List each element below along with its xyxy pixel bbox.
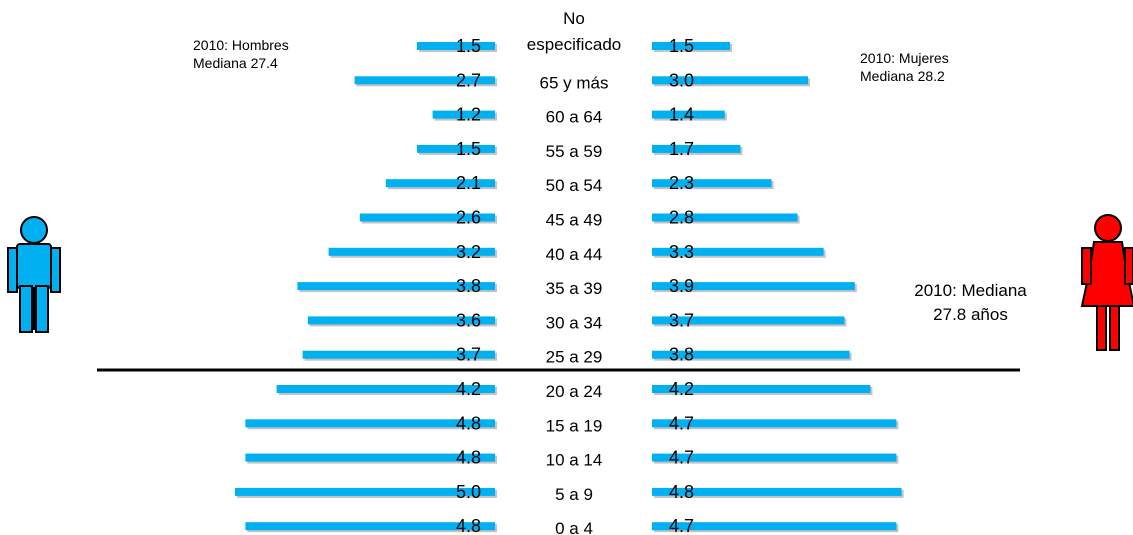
age-group-label: 65 y más [540, 73, 609, 92]
female-bar [652, 110, 725, 119]
female-bar [652, 385, 871, 393]
age-group-label: 40 a 44 [546, 245, 603, 264]
male-bar [276, 385, 495, 393]
female-value-label: 3.8 [669, 345, 694, 365]
age-group-label: No [563, 9, 585, 28]
median-line1: 2010: Mediana [914, 281, 1027, 300]
female-value-label: 1.5 [669, 36, 694, 56]
male-bar [245, 419, 495, 428]
male-bar [307, 316, 495, 325]
female-value-label: 3.7 [669, 310, 694, 330]
male-bar [245, 522, 495, 531]
male-value-label: 2.7 [456, 70, 481, 90]
women-note-line1: 2010: Mujeres [860, 50, 949, 66]
age-group-label: 25 a 29 [546, 348, 603, 367]
female-value-label: 1.7 [669, 139, 694, 159]
female-value-label: 4.7 [669, 516, 694, 535]
female-value-label: 4.2 [669, 379, 694, 399]
overall-median-note: 2010: Mediana 27.8 años [888, 279, 1053, 327]
women-note-line2: Mediana 28.2 [860, 68, 945, 84]
age-group-label: 30 a 34 [546, 313, 603, 332]
female-bar [652, 42, 730, 50]
female-value-label: 4.8 [669, 482, 694, 502]
female-bar [652, 282, 855, 291]
male-bar [359, 213, 495, 222]
male-bar [245, 453, 495, 462]
age-group-label: 15 a 19 [546, 416, 603, 435]
female-value-label: 4.7 [669, 413, 694, 433]
female-bar [652, 453, 897, 462]
female-value-label: 3.3 [669, 242, 694, 262]
male-bar [235, 487, 495, 496]
male-value-label: 4.8 [456, 448, 481, 468]
male-value-label: 2.6 [456, 208, 481, 228]
men-note-line1: 2010: Hombres [193, 37, 289, 53]
male-bar [417, 42, 495, 50]
age-group-label: 5 a 9 [555, 485, 593, 504]
age-group-label: 45 a 49 [546, 211, 603, 230]
male-bar [297, 282, 495, 291]
female-bar [652, 316, 845, 325]
age-group-label: 50 a 54 [546, 176, 603, 195]
male-value-label: 5.0 [456, 482, 481, 502]
female-bar [652, 247, 824, 256]
male-value-label: 4.2 [456, 379, 481, 399]
age-group-label: 20 a 24 [546, 382, 603, 401]
male-value-label: 3.7 [456, 345, 481, 365]
male-value-label: 2.1 [456, 173, 481, 193]
male-value-label: 1.5 [456, 36, 481, 56]
male-bar [417, 144, 495, 153]
male-value-label: 3.2 [456, 242, 481, 262]
age-group-label: 10 a 14 [546, 451, 603, 470]
women-median-note: 2010: Mujeres Mediana 28.2 [860, 49, 949, 85]
female-value-label: 2.3 [669, 173, 694, 193]
man-icon [7, 216, 61, 333]
female-bar [652, 350, 850, 359]
male-bar [432, 110, 495, 119]
age-group-label: 60 a 64 [546, 108, 603, 127]
men-median-note: 2010: Hombres Mediana 27.4 [193, 36, 289, 72]
female-value-label: 1.4 [669, 105, 694, 125]
female-value-label: 4.7 [669, 448, 694, 468]
age-group-label: 0 a 4 [555, 519, 593, 535]
male-bar [302, 350, 495, 359]
age-group-label: 35 a 39 [546, 279, 603, 298]
female-bar [652, 487, 902, 496]
male-bar [354, 76, 495, 85]
male-value-label: 3.6 [456, 310, 481, 330]
female-bar [652, 522, 897, 531]
male-value-label: 3.8 [456, 276, 481, 296]
female-bar [652, 213, 798, 222]
male-value-label: 1.2 [456, 105, 481, 125]
female-bar [652, 419, 897, 428]
male-value-label: 1.5 [456, 139, 481, 159]
female-bar [652, 76, 808, 85]
female-value-label: 2.8 [669, 208, 694, 228]
female-value-label: 3.0 [669, 70, 694, 90]
female-value-label: 3.9 [669, 276, 694, 296]
male-value-label: 4.8 [456, 413, 481, 433]
female-bar [652, 179, 772, 188]
male-bar [328, 247, 495, 256]
age-group-label: especificado [527, 35, 622, 54]
male-value-label: 4.8 [456, 516, 481, 535]
male-bar [385, 179, 495, 188]
female-bar [652, 144, 741, 153]
age-group-label: 55 a 59 [546, 142, 603, 161]
median-line2: 27.8 años [933, 305, 1008, 324]
men-note-line2: Mediana 27.4 [193, 55, 278, 71]
woman-icon [1080, 214, 1133, 351]
